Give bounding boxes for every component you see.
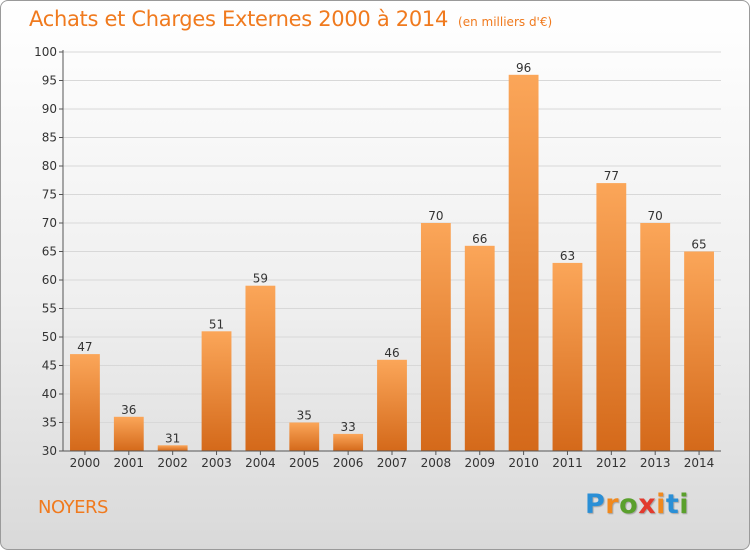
bar-2013	[640, 223, 671, 451]
logo-letter: i	[679, 489, 690, 520]
data-label-2000: 47	[77, 340, 92, 354]
x-tick-label-2013: 2013	[640, 456, 671, 470]
y-tick-label: 100	[34, 45, 57, 59]
x-tick-label-2004: 2004	[245, 456, 276, 470]
bar-2014	[684, 251, 714, 451]
bar-2009	[464, 245, 495, 451]
data-label-2005: 35	[297, 409, 312, 423]
x-tick-label-2009: 2009	[464, 456, 495, 470]
y-tick-label: 45	[42, 359, 57, 373]
y-tick-label: 85	[42, 131, 57, 145]
data-label-2003: 51	[209, 317, 224, 331]
y-tick-label: 55	[42, 302, 57, 316]
axes	[59, 50, 721, 455]
y-tick-label: 60	[42, 273, 57, 287]
data-label-2002: 31	[165, 431, 180, 445]
x-tick-label-2001: 2001	[114, 456, 145, 470]
bar-2006	[333, 433, 364, 451]
bar-2012	[596, 183, 627, 451]
logo-letter: x	[638, 489, 657, 520]
x-tick-label-2007: 2007	[377, 456, 408, 470]
logo-letter: P	[585, 489, 606, 520]
x-tick-label-2011: 2011	[552, 456, 583, 470]
x-tick-label-2003: 2003	[201, 456, 232, 470]
y-tick-label: 90	[42, 102, 57, 116]
bar-2011	[552, 262, 583, 451]
x-tick-label-2002: 2002	[157, 456, 188, 470]
x-tick-label-2006: 2006	[333, 456, 364, 470]
commune-name: NOYERS	[38, 497, 108, 518]
data-label-2014: 65	[691, 238, 706, 252]
y-tick-label: 30	[42, 444, 57, 458]
y-tick-label: 80	[42, 159, 57, 173]
bar-2008	[420, 223, 451, 451]
y-tick-label: 75	[42, 188, 57, 202]
data-label-2013: 70	[648, 209, 663, 223]
data-label-2011: 63	[560, 249, 575, 263]
logo-letter: i	[656, 489, 666, 520]
logo-letter: r	[605, 489, 620, 520]
proxiti-logo: Proxiti	[585, 489, 689, 520]
x-tick-label-2010: 2010	[508, 456, 539, 470]
labels: 30 35 40 45 50 55 60 65 70 75 80 85 90 95 100 47 2000 36 2…	[34, 45, 714, 470]
x-tick-label-2005: 2005	[289, 456, 320, 470]
data-label-2004: 59	[253, 272, 268, 286]
bar-2001	[113, 416, 144, 451]
data-label-2012: 77	[604, 169, 619, 183]
y-tick-label: 70	[42, 216, 57, 230]
chart-title-text: Achats et Charges Externes 2000 à 2014	[29, 7, 449, 31]
data-label-2010: 96	[516, 61, 531, 75]
x-tick-label-2014: 2014	[684, 456, 715, 470]
bar-2007	[377, 359, 407, 451]
bar-2010	[508, 74, 539, 452]
logo-letter: o	[619, 489, 639, 520]
bar-2000	[70, 354, 100, 451]
bars	[70, 74, 714, 452]
x-tick-label-2008: 2008	[421, 456, 452, 470]
data-label-2008: 70	[428, 209, 443, 223]
data-label-2006: 33	[340, 420, 355, 434]
y-tick-label: 35	[42, 416, 57, 430]
y-tick-label: 50	[42, 330, 57, 344]
bar-2005	[289, 422, 320, 451]
bar-2004	[245, 285, 276, 451]
x-tick-label-2012: 2012	[596, 456, 627, 470]
data-label-2007: 46	[384, 346, 399, 360]
bar-2002	[157, 445, 188, 451]
logo-letter: t	[665, 489, 680, 520]
data-label-2001: 36	[121, 403, 136, 417]
x-tick-label-2000: 2000	[70, 456, 101, 470]
chart-title: Achats et Charges Externes 2000 à 2014 (e…	[29, 7, 552, 31]
y-tick-label: 65	[42, 245, 57, 259]
bar-2003	[201, 331, 232, 451]
data-label-2009: 66	[472, 232, 487, 246]
y-tick-label: 40	[42, 387, 57, 401]
chart-unit: (en milliers d'€)	[458, 15, 553, 29]
y-tick-label: 95	[42, 74, 57, 88]
